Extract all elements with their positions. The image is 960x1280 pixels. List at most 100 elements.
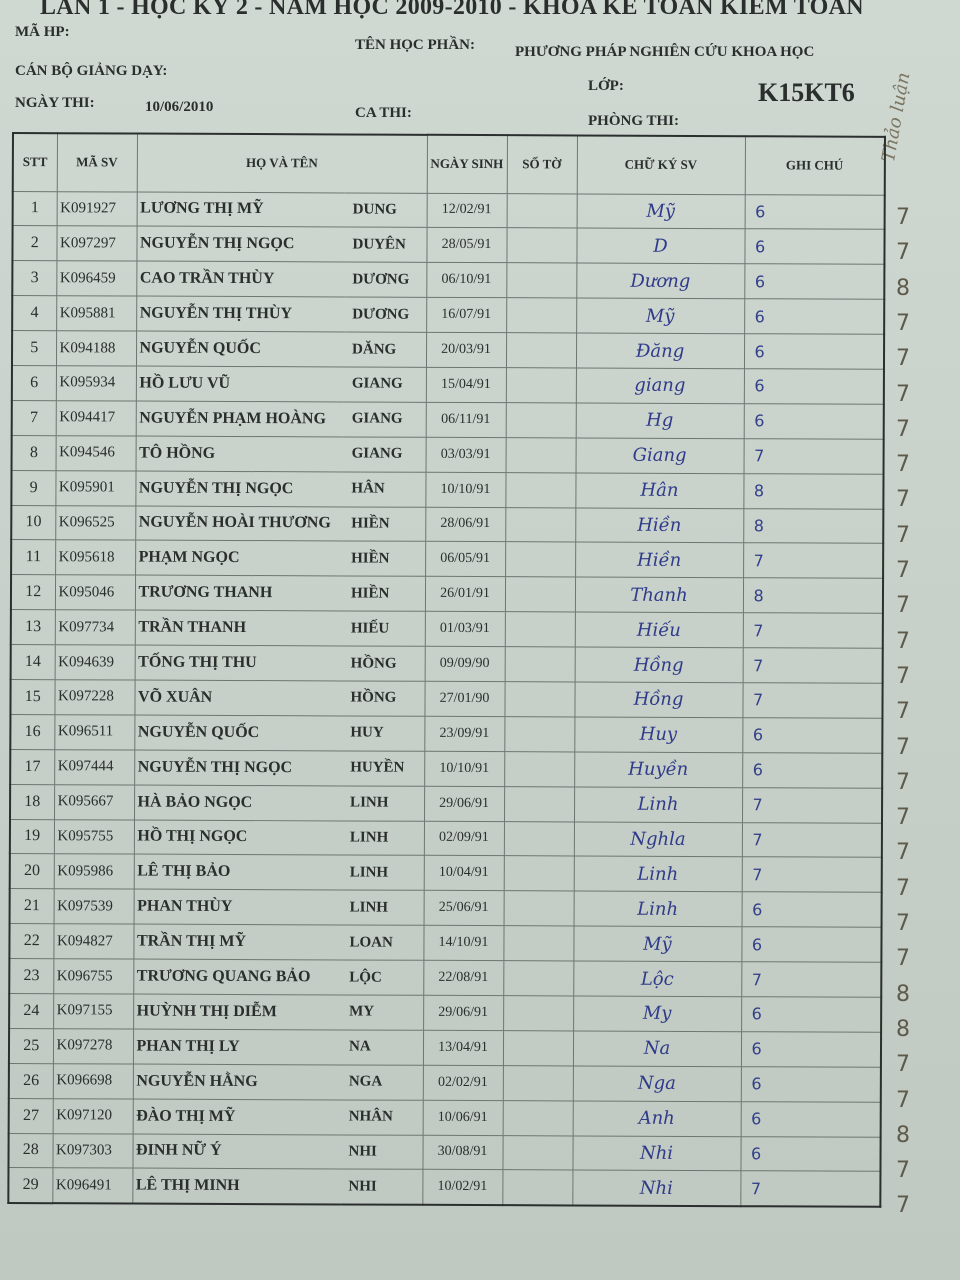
surname-cell: HỒ LƯU VŨ [135, 365, 344, 402]
note-cell: 7 [741, 822, 882, 858]
note-cell: 7 [741, 787, 883, 823]
student-id-cell: K095986 [53, 854, 134, 890]
sheets-cell [503, 786, 575, 822]
surname-cell: CAO TRẦN THÙY [136, 261, 345, 298]
document-title: LẦN 1 - HỌC KỲ 2 - NĂM HỌC 2009-2010 - K… [40, 0, 864, 20]
signature-cell: Hiền [575, 542, 744, 578]
ten-hoc-phan-value: PHƯƠNG PHÁP NGHIÊN CỨU KHOA HỌC [515, 44, 815, 60]
sheets-cell [505, 542, 576, 578]
margin-score: 7 [896, 734, 910, 760]
birthdate-cell: 15/04/91 [425, 367, 506, 403]
note-cell: 6 [741, 996, 882, 1033]
surname-cell: TRƯƠNG THANH [134, 575, 344, 612]
given-name-cell: HỒNG [342, 680, 425, 717]
signature-cell: Giang [575, 437, 744, 474]
signature-cell: Mỹ [573, 926, 742, 962]
table-row: 10 K096525 NGUYỄN HOÀI THƯƠNG HIỀN 28/06/91 H… [11, 505, 884, 544]
given-name-cell: NHI [340, 1169, 423, 1205]
surname-cell: ĐINH NỮ Ý [132, 1133, 341, 1170]
note-cell: 6 [743, 333, 885, 370]
signature-cell: Hg [575, 402, 744, 439]
signature-cell: Nga [572, 1065, 741, 1102]
surname-cell: NGUYỄN THỊ NGỌC [136, 226, 345, 263]
signature-cell: Lộc [573, 961, 742, 997]
signature-cell: Hiền [575, 507, 744, 544]
margin-score: 7 [896, 946, 910, 972]
note-cell: 6 [740, 1136, 881, 1172]
surname-cell: PHAN THỊ LY [132, 1028, 342, 1065]
note-cell: 6 [744, 194, 885, 230]
note-cell: 6 [740, 1101, 881, 1137]
note-cell: 8 [742, 577, 884, 614]
given-name-cell: DƯƠNG [344, 262, 427, 298]
surname-cell: NGUYỄN HOÀI THƯƠNG [135, 505, 344, 542]
stt-cell: 23 [9, 958, 54, 994]
table-row: 3 K096459 CAO TRẦN THÙY DƯƠNG 06/10/91 Dương 6 [12, 260, 885, 300]
table-row: 9 K095901 NGUYỄN THỊ NGỌC HÂN 10/10/91 Hân 8 [11, 470, 884, 509]
given-name-cell: GIANG [343, 366, 426, 403]
surname-cell: NGUYỄN THỊ NGỌC [135, 470, 344, 507]
given-name-cell: GIANG [343, 401, 426, 438]
student-id-cell: K095618 [55, 540, 136, 576]
signature-cell: Linh [573, 856, 742, 893]
birthdate-cell: 13/04/91 [422, 1030, 504, 1066]
margin-score: 7 [896, 1158, 910, 1184]
surname-cell: TÔ HỒNG [135, 435, 344, 472]
margin-score: 7 [896, 875, 910, 901]
table-row: 23 K096755 TRƯƠNG QUANG BẢO LỘC 22/08/91 Lộc 7 [9, 958, 882, 998]
sheets-cell [503, 925, 574, 962]
sheets-cell [506, 193, 577, 229]
student-id-cell: K095901 [55, 470, 136, 506]
given-name-cell: NGA [340, 1064, 423, 1100]
note-cell: 7 [743, 438, 884, 474]
lop-label: LỚP: [588, 78, 624, 94]
table-row: 28 K097303 ĐINH NỮ Ý NHI 30/08/91 Nhi 6 [8, 1133, 881, 1172]
note-cell: 6 [743, 368, 884, 405]
surname-cell: TRẦN THỊ MỸ [133, 924, 342, 961]
sheets-cell [504, 751, 575, 787]
margin-score: 7 [896, 381, 910, 407]
birthdate-cell: 23/09/91 [424, 716, 505, 752]
table-row: 27 K097120 ĐÀO THỊ MỸ NHÂN 10/06/91 Anh 6 [8, 1098, 881, 1137]
table-row: 18 K095667 HÀ BẢO NGỌC LINH 29/06/91 Linh 7 [10, 784, 883, 823]
surname-cell: HÀ BẢO NGỌC [134, 784, 343, 821]
student-id-cell: K096525 [55, 505, 136, 541]
margin-score: 7 [896, 452, 910, 478]
birthdate-cell: 20/03/91 [425, 332, 507, 368]
sheets-cell [502, 1065, 573, 1101]
sheets-cell [505, 437, 576, 473]
margin-score: 7 [896, 558, 910, 583]
margin-score: 7 [896, 1052, 910, 1078]
student-id-cell: K097734 [54, 609, 135, 646]
note-cell: 6 [744, 298, 885, 335]
student-id-cell: K095934 [55, 365, 136, 401]
table-row: 11 K095618 PHẠM NGỌC HIỀN 06/05/91 Hiền 7 [11, 539, 884, 579]
birthdate-cell: 06/05/91 [425, 541, 506, 577]
sheets-cell [505, 332, 577, 368]
stt-cell: 8 [11, 435, 56, 471]
surname-cell: TRƯƠNG QUANG BẢO [133, 959, 342, 995]
birthdate-cell: 12/02/91 [426, 192, 507, 229]
ten-hoc-phan-label: TÊN HỌC PHẦN: [355, 37, 475, 53]
sheets-cell [505, 367, 576, 403]
birthdate-cell: 02/09/91 [423, 820, 504, 857]
given-name-cell: HIỀN [342, 576, 426, 612]
given-name-cell: MY [341, 994, 424, 1031]
note-cell: 6 [740, 1031, 882, 1068]
given-name-cell: NA [340, 1029, 424, 1066]
student-id-cell: K096459 [56, 260, 137, 297]
student-id-cell: K096511 [54, 714, 135, 750]
note-cell: 7 [741, 857, 882, 893]
margin-score: 8 [896, 275, 910, 301]
ngay-thi-label: NGÀY THI: [15, 95, 95, 111]
margin-score: 7 [896, 416, 910, 442]
table-row: 25 K097278 PHAN THỊ LY NA 13/04/91 Na 6 [8, 1028, 882, 1068]
signature-cell: Mỹ [576, 193, 745, 230]
sheets-cell [503, 890, 574, 927]
given-name-cell: HIỀN [343, 541, 426, 577]
margin-score: 7 [896, 522, 910, 548]
student-table: STT MÃ SV HỌ VÀ TÊN NGÀY SINH SỐ TỜ CHỮ … [7, 132, 886, 1208]
sheets-cell [504, 611, 575, 648]
birthdate-cell: 25/06/91 [423, 890, 504, 926]
birthdate-cell: 30/08/91 [422, 1134, 503, 1171]
